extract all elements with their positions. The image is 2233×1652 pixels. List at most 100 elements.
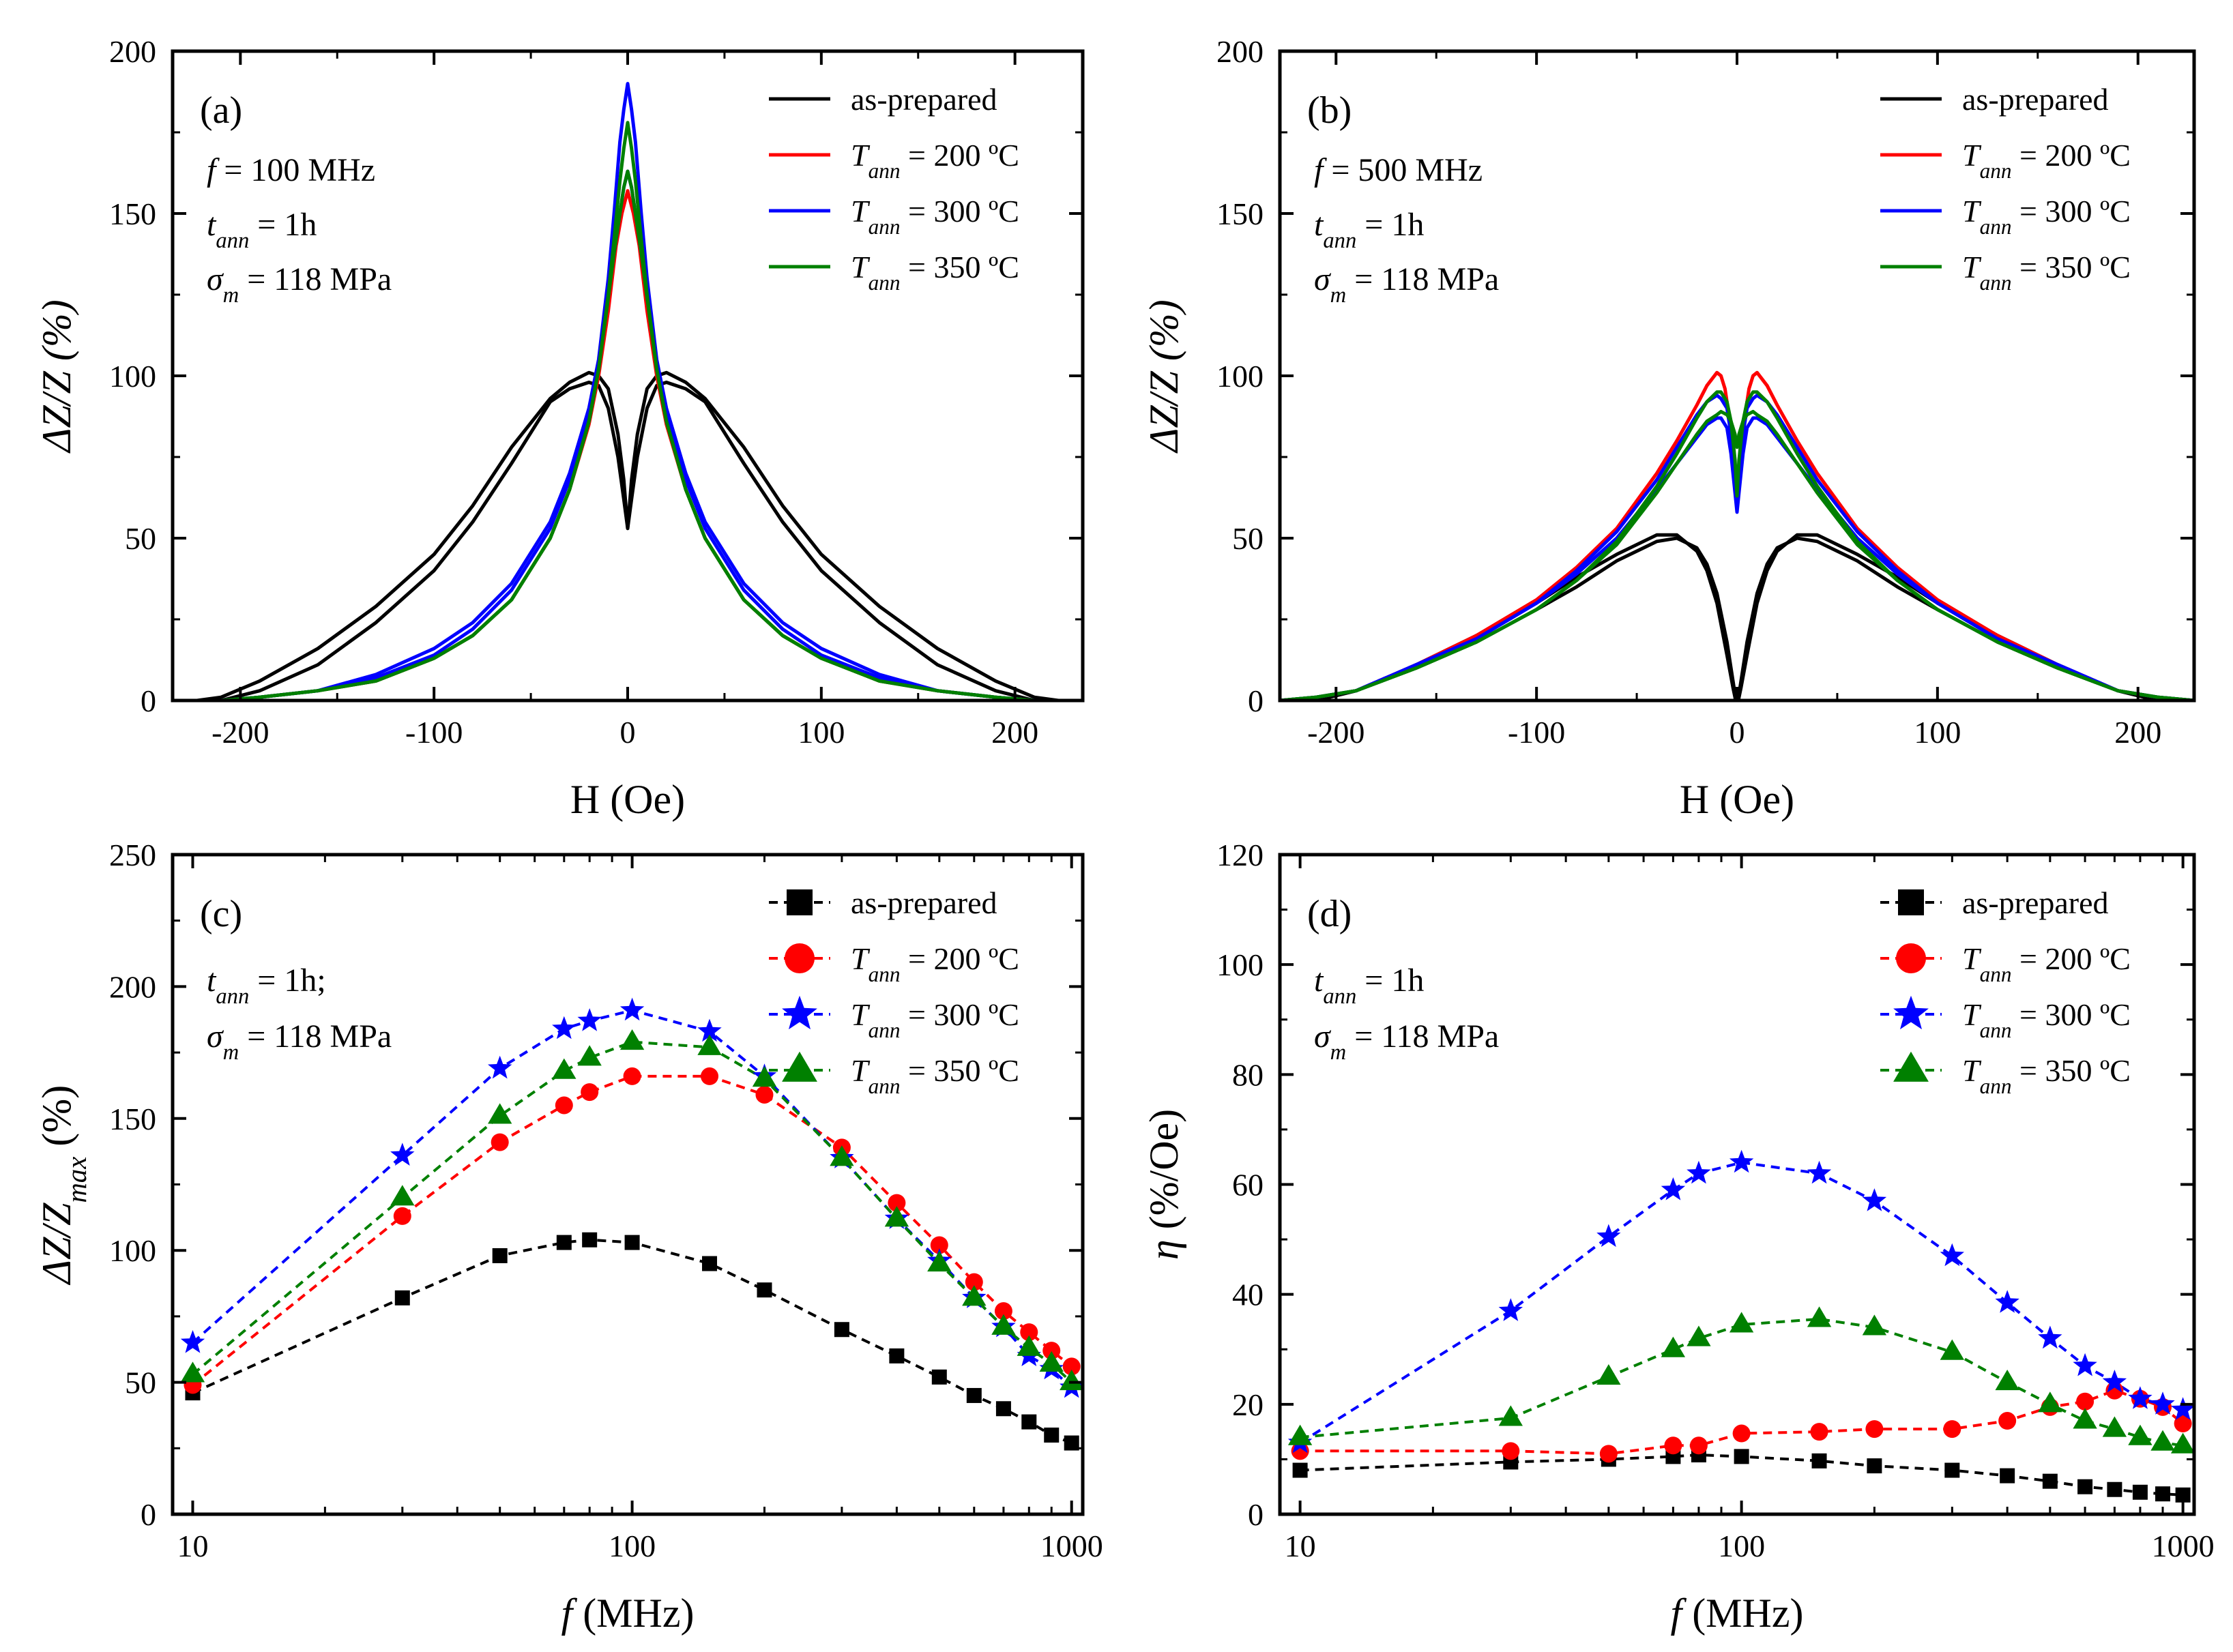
y-tick-label: 150	[109, 1102, 156, 1136]
x-tick-label: 0	[620, 715, 636, 750]
data-point-t200	[581, 1083, 599, 1102]
x-tick-label: 200	[991, 715, 1038, 750]
legend-label-t200: Tann = 200 ºC	[851, 138, 1019, 183]
x-tick-label: 200	[2114, 715, 2161, 750]
data-point-t200	[888, 1194, 906, 1212]
plot-area	[1287, 1149, 2194, 1503]
series-line-t200-0	[1280, 370, 2194, 700]
plot-area	[180, 997, 1083, 1451]
legend-label-t350: Tann = 350 ºC	[851, 1053, 1019, 1098]
data-point-t300	[1661, 1177, 1686, 1200]
y-tick-label: 100	[109, 359, 156, 394]
data-point-t350	[1287, 1424, 1313, 1445]
legend-label-t300: Tann = 300 ºC	[851, 194, 1019, 239]
legend-label-as_prepared: as-prepared	[851, 885, 997, 920]
panel-label: (c)	[200, 893, 242, 935]
legend-label-as_prepared: as-prepared	[851, 82, 997, 117]
y-tick-label: 80	[1232, 1057, 1264, 1092]
y-axis-label: ΔZ/Z (%)	[34, 299, 79, 454]
data-point-t300	[390, 1142, 415, 1166]
data-point-t200	[994, 1302, 1012, 1321]
data-point-t350	[180, 1361, 205, 1383]
y-tick-label: 0	[1248, 1497, 1264, 1532]
data-point-t200	[1998, 1412, 2017, 1430]
annotation: σm = 118 MPa	[1314, 261, 1499, 308]
data-point-t350	[1661, 1336, 1686, 1357]
legend-label-as_prepared: as-prepared	[1962, 885, 2109, 920]
data-point-t200	[2174, 1415, 2192, 1433]
legend-label-t300: Tann = 300 ºC	[1962, 194, 2131, 239]
data-point-as_prepared	[2000, 1468, 2015, 1484]
series-line-as_prepared-1	[184, 370, 1072, 700]
panel-b-chart: 0 50 100 150 200 -200 -100 0 100 200 H (Oe) ΔZ/Z (%…	[1141, 34, 2196, 822]
data-point-t350	[962, 1285, 987, 1306]
y-tick-label: 60	[1232, 1168, 1264, 1203]
legend-label-t350: Tann = 350 ºC	[1962, 250, 2131, 295]
data-point-t300	[180, 1330, 205, 1353]
y-tick-label: 200	[1216, 34, 1264, 69]
legend-label-t350: Tann = 350 ºC	[851, 250, 1019, 295]
data-point-t350	[552, 1058, 577, 1079]
legend-marker-t350	[782, 1051, 817, 1082]
data-point-as_prepared	[1021, 1414, 1037, 1430]
data-point-t300	[2102, 1370, 2127, 1393]
x-tick-label: 100	[1914, 715, 1961, 750]
data-point-t200	[2076, 1392, 2095, 1411]
data-point-as_prepared	[1734, 1449, 1749, 1464]
series-line-t300-0	[173, 82, 1083, 700]
y-tick-label: 50	[1232, 521, 1264, 556]
data-point-as_prepared	[702, 1256, 718, 1271]
data-point-t200	[1062, 1357, 1081, 1376]
data-point-t200	[1020, 1323, 1038, 1342]
x-tick-label: 1000	[2152, 1529, 2215, 1563]
data-point-t200	[1599, 1445, 1618, 1463]
legend-label-t350: Tann = 350 ºC	[1962, 1053, 2131, 1098]
y-tick-label: 250	[109, 838, 156, 872]
data-point-as_prepared	[2155, 1486, 2171, 1502]
data-point-t200	[965, 1273, 983, 1291]
data-point-as_prepared	[889, 1348, 905, 1363]
series-line-as_prepared	[1300, 1453, 2183, 1496]
data-point-as_prepared	[2132, 1484, 2148, 1500]
data-point-t350	[619, 1029, 645, 1050]
data-point-t350	[1995, 1370, 2019, 1391]
data-point-t350	[1862, 1314, 1887, 1336]
legend-label-t200: Tann = 200 ºC	[851, 941, 1019, 986]
data-point-t300	[2038, 1325, 2062, 1349]
data-point-t350	[1498, 1405, 1523, 1426]
data-point-t300	[2150, 1391, 2175, 1415]
data-point-as_prepared	[492, 1248, 508, 1263]
data-point-as_prepared	[1811, 1453, 1827, 1469]
data-point-t300	[1596, 1224, 1621, 1248]
data-point-t200	[393, 1207, 411, 1225]
data-point-t350	[1940, 1339, 1964, 1360]
data-point-t350	[2150, 1430, 2175, 1451]
y-axis-label: ΔZ/Zmax (%)	[34, 1085, 92, 1286]
series-line-t200	[192, 1074, 1072, 1387]
x-tick-label: 100	[798, 715, 845, 750]
x-tick-label: 0	[1730, 715, 1745, 750]
legend-label-t300: Tann = 300 ºC	[1962, 997, 2131, 1042]
data-point-t350	[830, 1145, 854, 1166]
data-point-t350	[752, 1066, 777, 1087]
panel-a-chart: 0 50 100 150 200 -200 -100 0 100 200 H (Oe) ΔZ/Z (%…	[34, 34, 1085, 822]
data-point-t350	[1039, 1351, 1064, 1372]
x-tick-label: 10	[1285, 1529, 1316, 1563]
data-point-t350	[697, 1034, 722, 1055]
legend-marker-t350	[1893, 1051, 1929, 1082]
data-point-t200	[1664, 1436, 1682, 1455]
y-tick-label: 0	[141, 1497, 156, 1532]
series-line-t350-1	[173, 169, 1083, 700]
y-tick-label: 120	[1216, 838, 1264, 872]
data-point-as_prepared	[834, 1322, 849, 1338]
y-tick-label: 100	[1216, 947, 1264, 982]
data-point-t200	[1042, 1342, 1061, 1360]
data-point-t350	[577, 1045, 602, 1066]
data-point-t350	[884, 1206, 909, 1227]
data-point-t300	[1940, 1243, 1964, 1267]
legend-label-t200: Tann = 200 ºC	[1962, 941, 2131, 986]
y-tick-label: 0	[1248, 683, 1264, 718]
annotation: f = 100 MHz	[207, 152, 375, 188]
data-point-t350	[991, 1314, 1016, 1335]
